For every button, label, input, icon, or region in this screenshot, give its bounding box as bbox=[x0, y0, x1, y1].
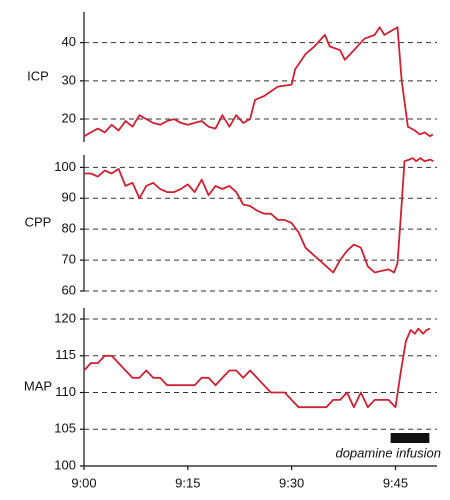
y-tick-label: 40 bbox=[62, 34, 76, 49]
data-line bbox=[83, 26, 434, 138]
y-tick-label: 100 bbox=[54, 457, 76, 472]
infusion-bar bbox=[390, 433, 430, 443]
y-axis-label: MAP bbox=[24, 378, 52, 393]
y-tick-label: 90 bbox=[62, 190, 76, 205]
y-tick-label: 105 bbox=[54, 421, 76, 436]
annotation: dopamine infusion bbox=[335, 445, 441, 460]
y-tick-label: 110 bbox=[55, 384, 76, 399]
y-axis-label: CPP bbox=[25, 214, 52, 229]
x-tick-label: 9:15 bbox=[175, 475, 200, 490]
y-tick-label: 30 bbox=[62, 72, 76, 87]
x-tick-label: 9:45 bbox=[383, 475, 408, 490]
y-tick-label: 60 bbox=[62, 282, 76, 297]
y-tick-label: 100 bbox=[54, 159, 76, 174]
y-tick-label: 115 bbox=[55, 347, 76, 362]
y-axis-label: ICP bbox=[27, 68, 49, 83]
y-tick-label: 80 bbox=[62, 221, 76, 236]
x-tick-label: 9:00 bbox=[71, 475, 96, 490]
y-tick-label: 120 bbox=[54, 310, 76, 325]
data-line bbox=[83, 327, 431, 409]
y-tick-label: 70 bbox=[62, 252, 76, 267]
data-line bbox=[84, 157, 434, 274]
y-tick-label: 20 bbox=[62, 110, 76, 125]
x-tick-label: 9:30 bbox=[279, 475, 304, 490]
